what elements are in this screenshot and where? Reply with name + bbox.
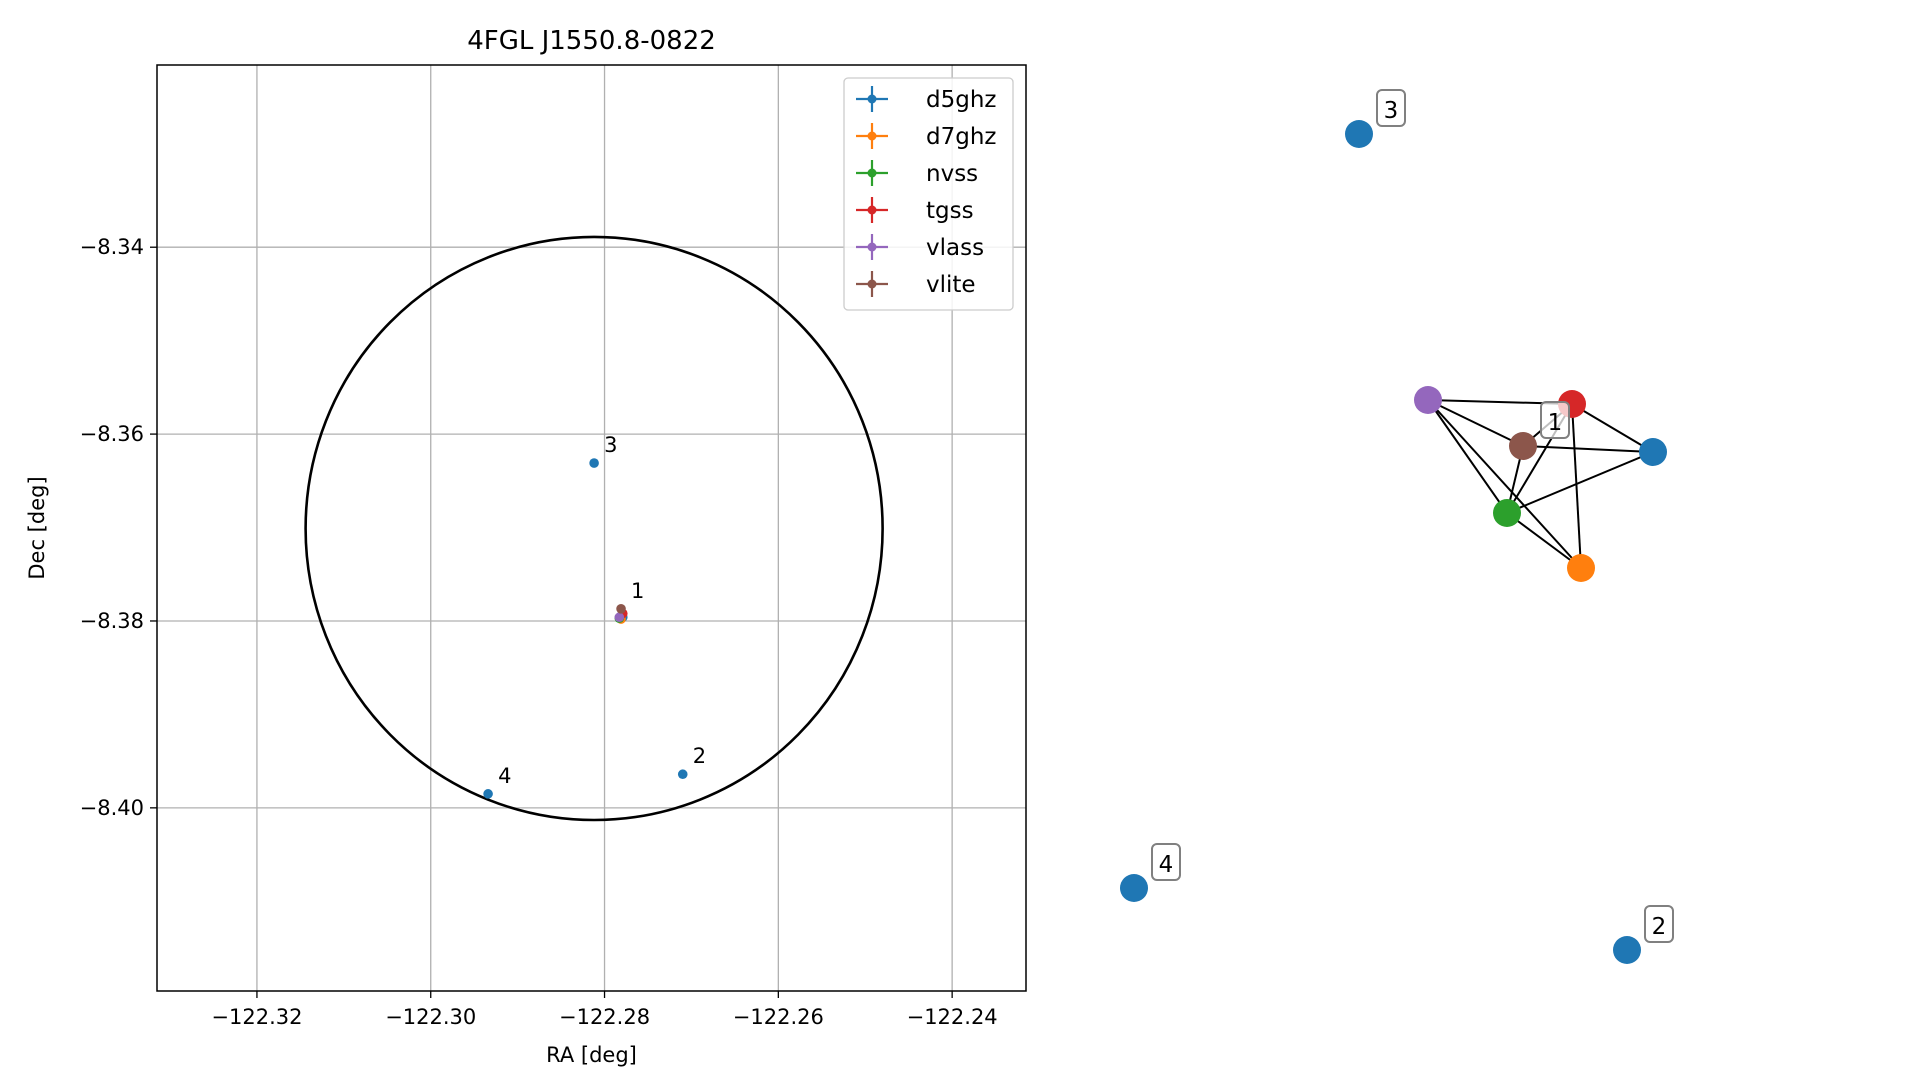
graph-edge: [1506, 451, 1654, 514]
legend-label: d7ghz: [926, 124, 996, 150]
graph-node-vlite: [1509, 432, 1537, 460]
ticks-layer: −122.32 −122.30 −122.28 −122.26 −122.24 −8.34…: [80, 235, 998, 1029]
data-point-vlite: [616, 604, 626, 614]
graph-node-d5ghz-1: [1639, 438, 1667, 466]
legend-label: tgss: [926, 198, 974, 224]
legend-label: nvss: [926, 161, 978, 187]
node-label-frame: [1540, 401, 1570, 439]
legend-label: vlite: [926, 272, 976, 298]
node-label-frame: [1376, 89, 1406, 127]
legend-label: d5ghz: [926, 87, 996, 113]
legend-marker: [867, 131, 877, 141]
legend-entry-d5ghz: d5ghz: [856, 86, 996, 113]
x-tick-label: −122.26: [733, 1005, 824, 1029]
y-tick-label: −8.38: [80, 609, 144, 633]
error-ellipse-layer: [304, 235, 884, 822]
node-label-text: 2: [1652, 914, 1667, 940]
legend-marker: [867, 242, 877, 252]
data-point-vlass: [614, 612, 625, 623]
graph-node-labels: 1 2 3 4: [1151, 89, 1674, 943]
legend-marker: [867, 94, 877, 104]
legend-marker: [867, 205, 877, 215]
graph-edge: [1427, 399, 1524, 447]
data-points-layer: 2 3 4 1: [483, 433, 706, 799]
point-label: 4: [498, 764, 511, 788]
y-axis-label: Dec [deg]: [25, 476, 49, 579]
graph-node-nvss: [1493, 499, 1521, 527]
scatter-plot: 2 3 4 1 −122.32 −122.30 −122.28 −122.26 −122.24…: [25, 26, 1027, 1067]
graph-edge: [1506, 512, 1582, 569]
axes-frame: [156, 64, 1027, 992]
legend-entry-nvss: nvss: [856, 160, 978, 187]
node-label-text: 1: [1548, 410, 1563, 436]
node-label-box: 3: [1376, 89, 1406, 127]
y-tick-label: −8.34: [80, 235, 144, 259]
node-label-text: 4: [1159, 852, 1174, 878]
node-label-frame: [1644, 905, 1674, 943]
chart-title: 4FGL J1550.8-0822: [467, 26, 716, 56]
data-point-d5ghz: [589, 458, 599, 468]
graph-node-d7ghz: [1567, 554, 1595, 582]
legend-marker: [867, 168, 877, 178]
grid-lines: [157, 65, 1026, 991]
data-point-d5ghz: [677, 769, 688, 780]
node-label-box: 2: [1644, 905, 1674, 943]
graph-node-d5ghz-3: [1345, 120, 1373, 148]
point-label: 3: [604, 433, 617, 457]
graph-edge: [1522, 445, 1654, 453]
graph-edge: [1427, 399, 1582, 569]
point-label: 1: [631, 579, 644, 603]
graph-edge: [1571, 403, 1654, 453]
x-axis-label: RA [deg]: [546, 1043, 637, 1067]
legend-entry-d7ghz: d7ghz: [856, 123, 996, 150]
error-ellipse: [304, 235, 884, 822]
legend-marker: [867, 279, 877, 289]
node-label-box: 1: [1540, 401, 1570, 439]
data-point-d5ghz: [483, 789, 493, 799]
graph-edge: [1427, 399, 1508, 514]
graph-edge: [1571, 403, 1582, 569]
x-tick-label: −122.30: [385, 1005, 476, 1029]
x-tick-label: −122.32: [211, 1005, 302, 1029]
x-tick-label: −122.24: [907, 1005, 998, 1029]
graph-node-vlass: [1414, 386, 1442, 414]
node-label-box: 4: [1151, 843, 1181, 881]
node-label-text: 3: [1384, 98, 1399, 124]
x-tick-label: −122.28: [559, 1005, 650, 1029]
legend-entry-vlite: vlite: [856, 271, 976, 298]
graph-node-d5ghz-2: [1613, 936, 1641, 964]
legend-label: vlass: [926, 235, 984, 261]
y-tick-label: −8.40: [80, 796, 144, 820]
legend: d5ghz d7ghz nvss tgss vlass vlite: [843, 77, 1014, 311]
point-label: 2: [693, 744, 706, 768]
node-label-frame: [1151, 843, 1181, 881]
graph-node-d5ghz-4: [1120, 874, 1148, 902]
network-graph: 1 2 3 4: [1120, 89, 1674, 964]
legend-entry-vlass: vlass: [856, 234, 984, 261]
y-tick-label: −8.36: [80, 422, 144, 446]
legend-entry-tgss: tgss: [856, 197, 974, 224]
